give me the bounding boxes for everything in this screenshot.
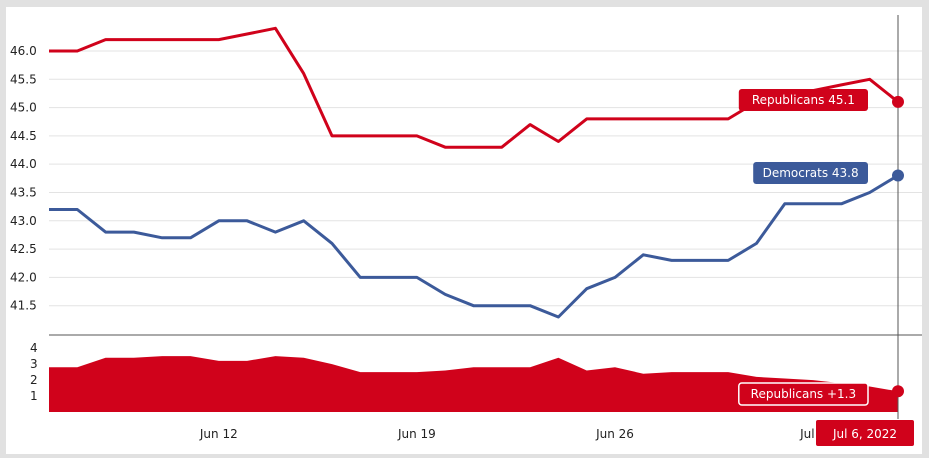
- end-marker-democrats: [892, 169, 904, 182]
- y-tick-label: 44.0: [10, 157, 37, 171]
- hover-date-text: Jul 6, 2022: [832, 427, 897, 441]
- y-tick-label: 45.0: [10, 101, 37, 115]
- y-tick-label: 42.0: [10, 270, 37, 284]
- y-tick-label: 45.5: [10, 72, 37, 86]
- end-markers: [892, 95, 904, 398]
- hover-date-bg: [816, 420, 914, 446]
- end-label-republicans-bg: [738, 89, 868, 111]
- end-labels: Republicans 45.1 Democrats 43.8 Republican…: [738, 89, 869, 406]
- hover-date-tag: Jul 6, 2022: [816, 420, 914, 446]
- sub-y-tick-label: 2: [30, 373, 38, 387]
- end-label-margin: Republicans +1.3: [751, 387, 856, 401]
- sub-y-axis: 1 2 3 4: [30, 341, 38, 403]
- sub-y-tick-label: 4: [30, 341, 38, 355]
- series-line-republicans: [49, 26, 899, 149]
- series-line-democrats: [49, 174, 899, 319]
- x-tick-label: Jun 12: [199, 427, 238, 441]
- y-tick-label: 46.0: [10, 44, 37, 58]
- chart-panel: 41.5 42.0 42.5 43.0 43.5 44.0 44.5 45.0 45.5 46.0…: [6, 7, 922, 454]
- y-tick-label: 42.5: [10, 242, 37, 256]
- x-tick-label: Jun 19: [397, 427, 436, 441]
- y-tick-label: 43.0: [10, 214, 37, 228]
- main-gridlines: [49, 50, 922, 307]
- end-label-democrats-bg: [753, 162, 868, 184]
- end-label-margin-bg: [738, 382, 869, 406]
- y-tick-label: 44.5: [10, 129, 37, 143]
- end-label-republicans: Republicans 45.1: [752, 93, 855, 107]
- margin-area-fill: [49, 356, 898, 412]
- x-tick-label: Jun 26: [595, 427, 634, 441]
- margin-area: [49, 356, 898, 412]
- chart-svg: 41.5 42.0 42.5 43.0 43.5 44.0 44.5 45.0 45.5 46.0…: [10, 15, 922, 446]
- end-marker-republicans: [892, 95, 904, 108]
- y-tick-label: 43.5: [10, 185, 37, 199]
- end-marker-margin: [892, 385, 904, 398]
- main-y-axis: 41.5 42.0 42.5 43.0 43.5 44.0 44.5 45.0 45.5 46.0: [10, 44, 37, 313]
- sub-y-tick-label: 3: [30, 357, 38, 371]
- x-axis: Jun 12 Jun 19 Jun 26 Jul 3: [199, 427, 826, 441]
- y-tick-label: 41.5: [10, 299, 37, 313]
- end-label-democrats: Democrats 43.8: [763, 166, 859, 180]
- sub-y-tick-label: 1: [30, 389, 38, 403]
